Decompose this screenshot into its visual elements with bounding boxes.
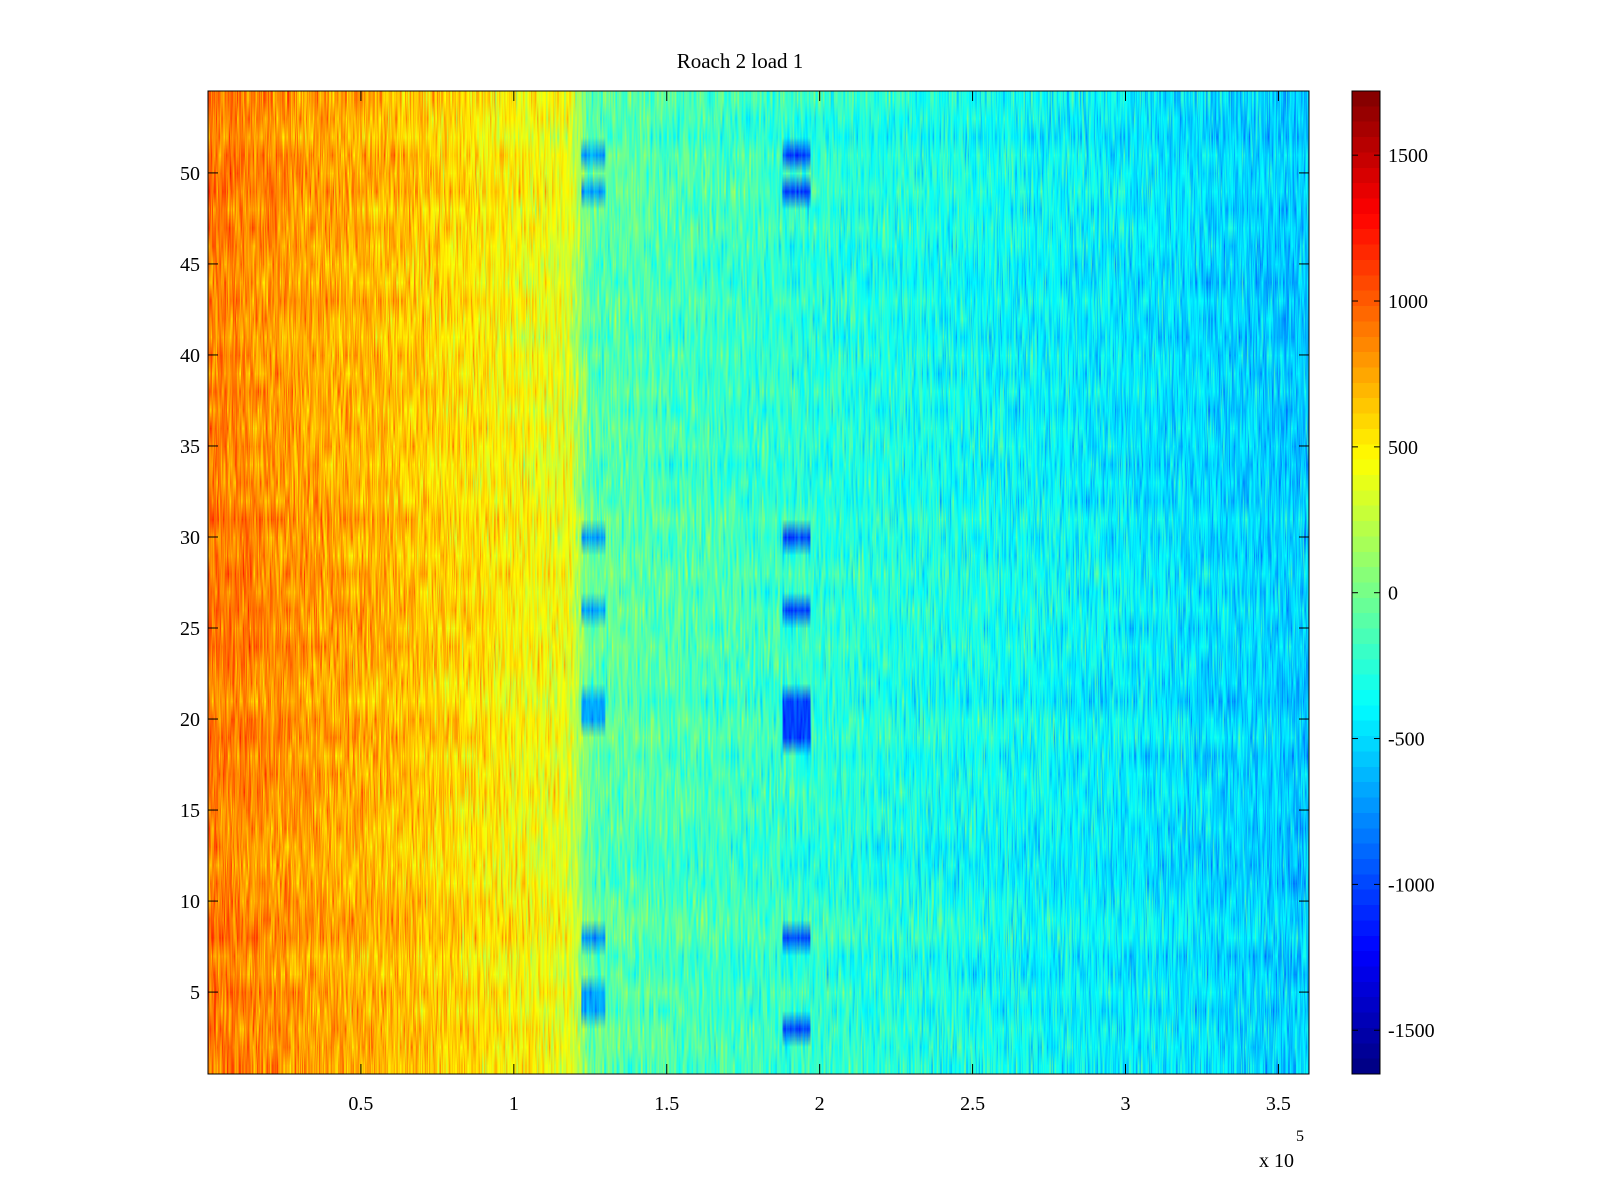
y-tick-label: 10 — [180, 891, 200, 913]
colorbar-tick-label: -1000 — [1388, 874, 1435, 896]
colorbar-frame — [1351, 90, 1381, 1075]
y-tick-label: 5 — [190, 982, 200, 1004]
y-tick-label: 30 — [180, 527, 200, 549]
x-tick-label: 0.5 — [348, 1093, 373, 1115]
x-tick-label: 3 — [1121, 1093, 1131, 1115]
x-axis: 0.5 1 1.5 2 2.5 3 3.5 — [348, 91, 1291, 1115]
y-tick-label: 35 — [180, 436, 200, 458]
y-tick-label: 45 — [180, 254, 200, 276]
y-tick-label: 50 — [180, 163, 200, 185]
y-axis: 5 10 15 20 25 30 35 40 45 50 — [180, 163, 1309, 1004]
x-tick-label: 1.5 — [654, 1093, 679, 1115]
y-tick-label: 20 — [180, 709, 200, 731]
x-tick-label: 2 — [815, 1093, 825, 1115]
colorbar-tick-label: 0 — [1388, 583, 1398, 605]
heatmap-cells — [208, 91, 1309, 1074]
x-tick-label: 3.5 — [1266, 1093, 1291, 1115]
y-tick-label: 25 — [180, 618, 200, 640]
x-axis-multiplier: x 105 — [1259, 1128, 1304, 1172]
colorbar: 1500 1000 500 0 -500 -1000 -1500 — [1351, 90, 1435, 1075]
chart-title: Roach 2 load 1 — [677, 49, 804, 73]
colorbar-tick-label: 1500 — [1388, 145, 1428, 167]
colorbar-tick-label: -500 — [1388, 729, 1425, 751]
x-tick-label: 2.5 — [960, 1093, 985, 1115]
colorbar-gradient — [1352, 91, 1380, 1074]
plot-frame — [207, 90, 1310, 1075]
colorbar-axis: 1500 1000 500 0 -500 -1000 -1500 — [1352, 145, 1435, 1042]
x-axis-multiplier-exponent: 5 — [1296, 1128, 1304, 1145]
plot-area — [207, 90, 1310, 1075]
y-tick-label: 15 — [180, 800, 200, 822]
y-tick-label: 40 — [180, 345, 200, 367]
colorbar-tick-label: 1000 — [1388, 291, 1428, 313]
colorbar-tick-label: 500 — [1388, 437, 1418, 459]
x-tick-label: 1 — [509, 1093, 519, 1115]
colorbar-tick-label: -1500 — [1388, 1020, 1435, 1042]
